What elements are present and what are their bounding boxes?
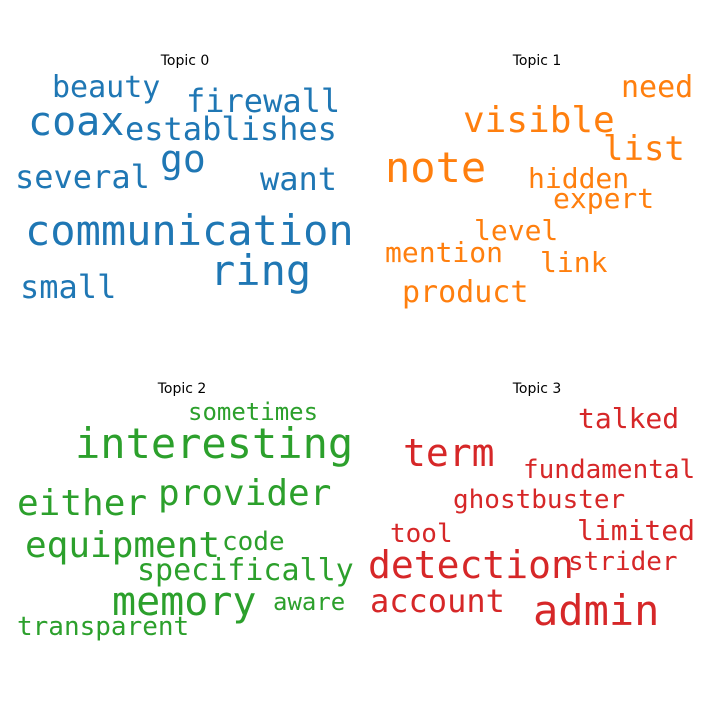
word: admin xyxy=(533,586,659,635)
word: note xyxy=(385,143,486,192)
word: detection xyxy=(368,543,574,587)
word: aware xyxy=(273,588,345,616)
word: hidden xyxy=(528,162,629,195)
word: either xyxy=(17,483,147,524)
word: code xyxy=(222,527,285,557)
word: talked xyxy=(578,402,679,435)
topic-title: Topic 1 xyxy=(512,53,562,69)
word: link xyxy=(540,246,608,279)
word: small xyxy=(20,268,116,306)
word: fundamental xyxy=(523,455,695,485)
word: several xyxy=(15,158,150,196)
word: specifically xyxy=(137,553,354,588)
word: interesting xyxy=(75,419,353,468)
word: provider xyxy=(158,473,331,514)
word: product xyxy=(402,275,528,310)
word: beauty xyxy=(52,70,160,105)
word: transparent xyxy=(17,612,189,642)
topic-title: Topic 2 xyxy=(157,381,207,397)
word: term xyxy=(403,431,495,475)
word: need xyxy=(621,70,693,105)
word: communication xyxy=(25,206,354,255)
word: limited xyxy=(577,514,695,547)
word: ring xyxy=(210,246,311,295)
word: ghostbuster xyxy=(453,485,625,515)
word: establishes xyxy=(125,110,337,148)
word: go xyxy=(160,137,206,181)
word: memory xyxy=(112,579,257,625)
word: tool xyxy=(390,519,453,549)
word: coax xyxy=(28,99,124,145)
word: account xyxy=(370,582,505,620)
word: mention xyxy=(385,236,503,269)
word: visible xyxy=(463,100,615,141)
word: strider xyxy=(568,547,678,577)
word: want xyxy=(260,160,337,198)
word: sometimes xyxy=(188,398,318,426)
word: firewall xyxy=(186,82,340,120)
topic-title: Topic 0 xyxy=(160,53,210,69)
word: list xyxy=(603,129,685,169)
word: level xyxy=(474,214,558,247)
topic-title: Topic 3 xyxy=(512,381,562,397)
word: expert xyxy=(553,182,654,215)
word: equipment xyxy=(25,525,220,566)
